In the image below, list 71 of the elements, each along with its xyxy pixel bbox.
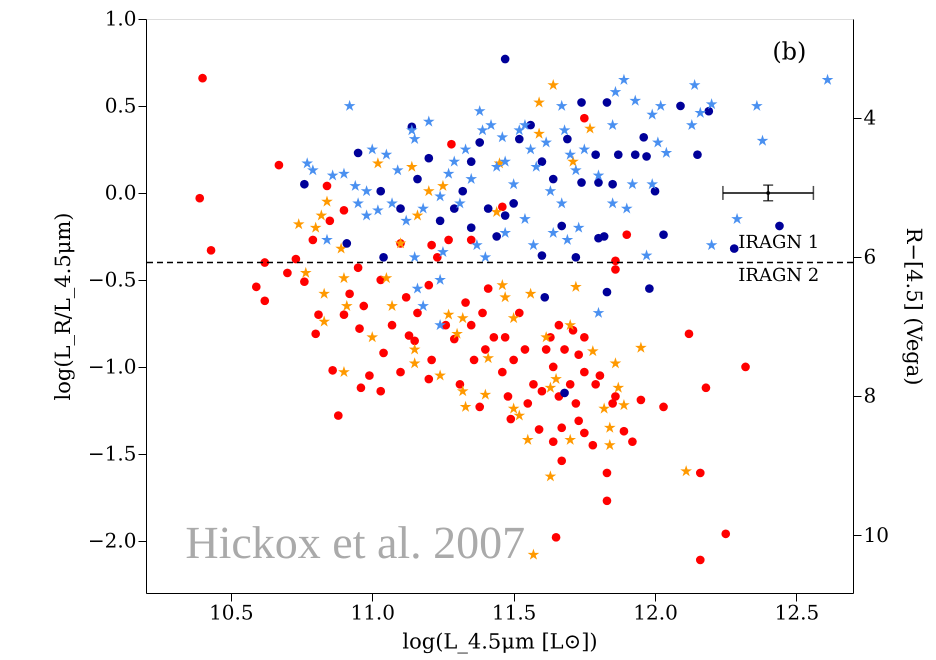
point	[413, 174, 422, 184]
point	[300, 180, 309, 189]
x-tick-label: 11.5	[492, 600, 536, 624]
y-tick-label: 1.0	[104, 6, 136, 30]
point	[639, 132, 648, 142]
point	[577, 178, 586, 187]
point	[563, 134, 572, 144]
y-tick-label: −1.5	[88, 441, 136, 466]
point	[594, 178, 603, 187]
y-tick-label: −0.5	[88, 267, 136, 292]
point	[514, 134, 524, 144]
point	[509, 199, 518, 208]
point	[557, 222, 566, 230]
point	[775, 222, 784, 230]
point	[500, 54, 510, 64]
y-axis-title: log(L_R/L_4.5μm)	[50, 212, 75, 400]
point	[540, 292, 550, 302]
y-tick-label: −1.0	[88, 354, 136, 378]
point	[538, 157, 546, 166]
point	[548, 174, 558, 184]
point	[650, 186, 660, 196]
point	[591, 150, 600, 159]
y-tick-label: 0.0	[104, 180, 136, 204]
point	[466, 223, 476, 232]
point	[614, 150, 623, 159]
y-tick-label: −2.0	[88, 528, 136, 552]
point	[642, 152, 651, 161]
x-axis-title: log(L_4.5μm [L⊙])	[402, 630, 598, 654]
y2-tick-label: 4	[864, 105, 876, 130]
point	[466, 157, 476, 166]
point	[645, 284, 654, 293]
y2-tick-label: 6	[864, 244, 876, 268]
point	[450, 204, 459, 213]
point	[594, 234, 603, 242]
point	[376, 186, 386, 196]
point	[730, 244, 739, 253]
y2-tick-label: 8	[864, 384, 876, 408]
x-tick-label: 12.5	[774, 600, 820, 624]
point	[396, 204, 405, 213]
annotation: IRAGN 2	[738, 265, 820, 286]
point	[602, 98, 612, 107]
point	[577, 98, 586, 107]
point	[354, 148, 362, 158]
x-tick-label: 10.5	[209, 600, 254, 624]
point	[436, 216, 444, 226]
point	[630, 150, 640, 159]
point	[492, 232, 501, 241]
point	[608, 180, 617, 189]
x-tick-label: 12.0	[633, 600, 678, 624]
point	[693, 150, 702, 159]
point	[572, 252, 580, 262]
point	[342, 239, 352, 248]
x-tick-label: 11.0	[350, 600, 396, 624]
annotation: (b)	[772, 37, 806, 66]
point	[538, 251, 546, 260]
point	[659, 230, 668, 240]
y-tick-label: 0.5	[104, 93, 136, 118]
point	[500, 211, 510, 220]
point	[602, 288, 612, 296]
point	[379, 252, 388, 262]
point	[475, 138, 484, 147]
point	[704, 106, 714, 116]
annotation: Hickox et al. 2007	[185, 517, 526, 568]
y2-axis-title: R−[4.5] (Vega)	[902, 228, 926, 386]
point	[676, 102, 685, 110]
point	[458, 186, 468, 196]
point	[560, 388, 569, 398]
annotation: IRAGN 1	[738, 232, 820, 253]
point	[424, 154, 434, 162]
y2-tick-label: 10	[864, 522, 889, 547]
point	[484, 204, 493, 213]
